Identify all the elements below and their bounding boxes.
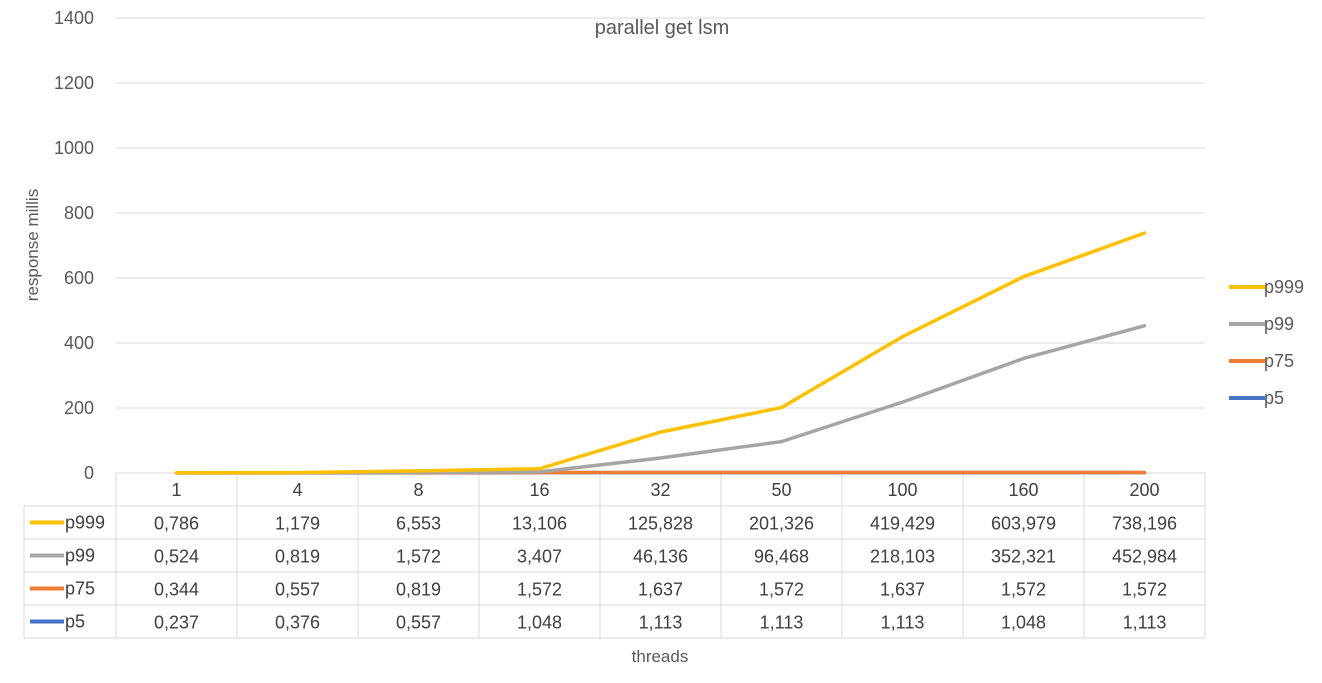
data-label: 0,557 — [275, 580, 320, 600]
data-label: 603,979 — [991, 514, 1056, 534]
series-line-p99 — [174, 324, 1147, 475]
data-label: 352,321 — [991, 547, 1056, 567]
legend: p999 p99 p75 p5 — [1229, 277, 1304, 408]
data-label: 96,468 — [754, 547, 809, 567]
legend-label: p5 — [1264, 388, 1284, 408]
data-label: 1,048 — [1001, 613, 1046, 633]
table-row-label: p99 — [65, 546, 95, 566]
data-label: 218,103 — [870, 547, 935, 567]
y-tick-label: 1400 — [54, 8, 94, 28]
data-label: 1,113 — [639, 613, 683, 633]
x-axis-title: threads — [632, 647, 689, 666]
data-label: 452,984 — [1112, 547, 1177, 567]
table-row-label: p999 — [65, 513, 105, 533]
data-label: 1,572 — [517, 580, 562, 600]
data-table: 1 4 8 16 32 50 100 160 200 p999 0,786 1,179 6,553 13,… — [23, 472, 1206, 639]
data-label: 1,048 — [517, 613, 562, 633]
data-label: 13,106 — [512, 514, 567, 534]
data-label: 1,113 — [881, 613, 925, 633]
table-row-label: p5 — [65, 612, 85, 632]
data-label: 1,113 — [1123, 613, 1167, 633]
legend-label: p999 — [1264, 277, 1304, 297]
data-label: 0,376 — [275, 613, 320, 633]
data-label: 1,637 — [638, 580, 683, 600]
x-tick-label: 32 — [650, 480, 670, 500]
x-tick-label: 1 — [171, 480, 181, 500]
data-label: 1,637 — [880, 580, 925, 600]
data-label: 3,407 — [517, 547, 562, 567]
x-tick-label: 200 — [1129, 480, 1159, 500]
data-label: 0,786 — [154, 514, 199, 534]
y-tick-label: 600 — [64, 268, 94, 288]
data-label: 1,572 — [1122, 580, 1167, 600]
data-label: 0,819 — [396, 580, 441, 600]
series-lines — [174, 231, 1147, 475]
chart-title: parallel get lsm — [595, 17, 730, 39]
x-tick-label: 160 — [1008, 480, 1038, 500]
data-label: 0,237 — [154, 613, 199, 633]
data-label: 1,179 — [275, 514, 320, 534]
legend-label: p99 — [1264, 314, 1294, 334]
data-label: 46,136 — [633, 547, 688, 567]
data-label: 0,344 — [154, 580, 199, 600]
y-tick-label: 200 — [64, 398, 94, 418]
y-tick-label: 0 — [84, 463, 94, 483]
table-row-label: p75 — [65, 579, 95, 599]
data-label: 201,326 — [749, 514, 814, 534]
data-label: 1,572 — [759, 580, 804, 600]
data-label: 0,557 — [396, 613, 441, 633]
y-tick-label: 1200 — [54, 73, 94, 93]
y-tick-label: 800 — [64, 203, 94, 223]
data-label: 1,113 — [760, 613, 804, 633]
data-label: 0,819 — [275, 547, 320, 567]
x-tick-label: 8 — [413, 480, 423, 500]
x-tick-label: 50 — [771, 480, 791, 500]
data-label: 419,429 — [870, 514, 935, 534]
y-tick-label: 1000 — [54, 138, 94, 158]
legend-label: p75 — [1264, 351, 1294, 371]
data-label: 6,553 — [396, 514, 441, 534]
data-label: 738,196 — [1112, 514, 1177, 534]
y-axis-ticks: 0 200 400 600 800 1000 1200 1400 — [54, 8, 94, 483]
x-tick-label: 16 — [529, 480, 549, 500]
gridlines — [116, 17, 1205, 474]
data-label: 1,572 — [1001, 580, 1046, 600]
x-tick-label: 4 — [292, 480, 302, 500]
data-label: 1,572 — [396, 547, 441, 567]
y-tick-label: 400 — [64, 333, 94, 353]
x-tick-label: 100 — [887, 480, 917, 500]
data-label: 0,524 — [154, 547, 199, 567]
series-line-p999 — [174, 231, 1147, 475]
y-axis-title: response millis — [23, 189, 42, 301]
data-label: 125,828 — [628, 514, 693, 534]
